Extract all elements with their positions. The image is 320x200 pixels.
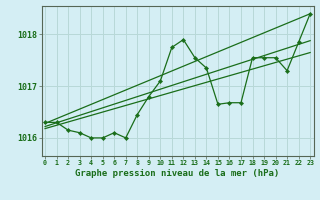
X-axis label: Graphe pression niveau de la mer (hPa): Graphe pression niveau de la mer (hPa) (76, 169, 280, 178)
